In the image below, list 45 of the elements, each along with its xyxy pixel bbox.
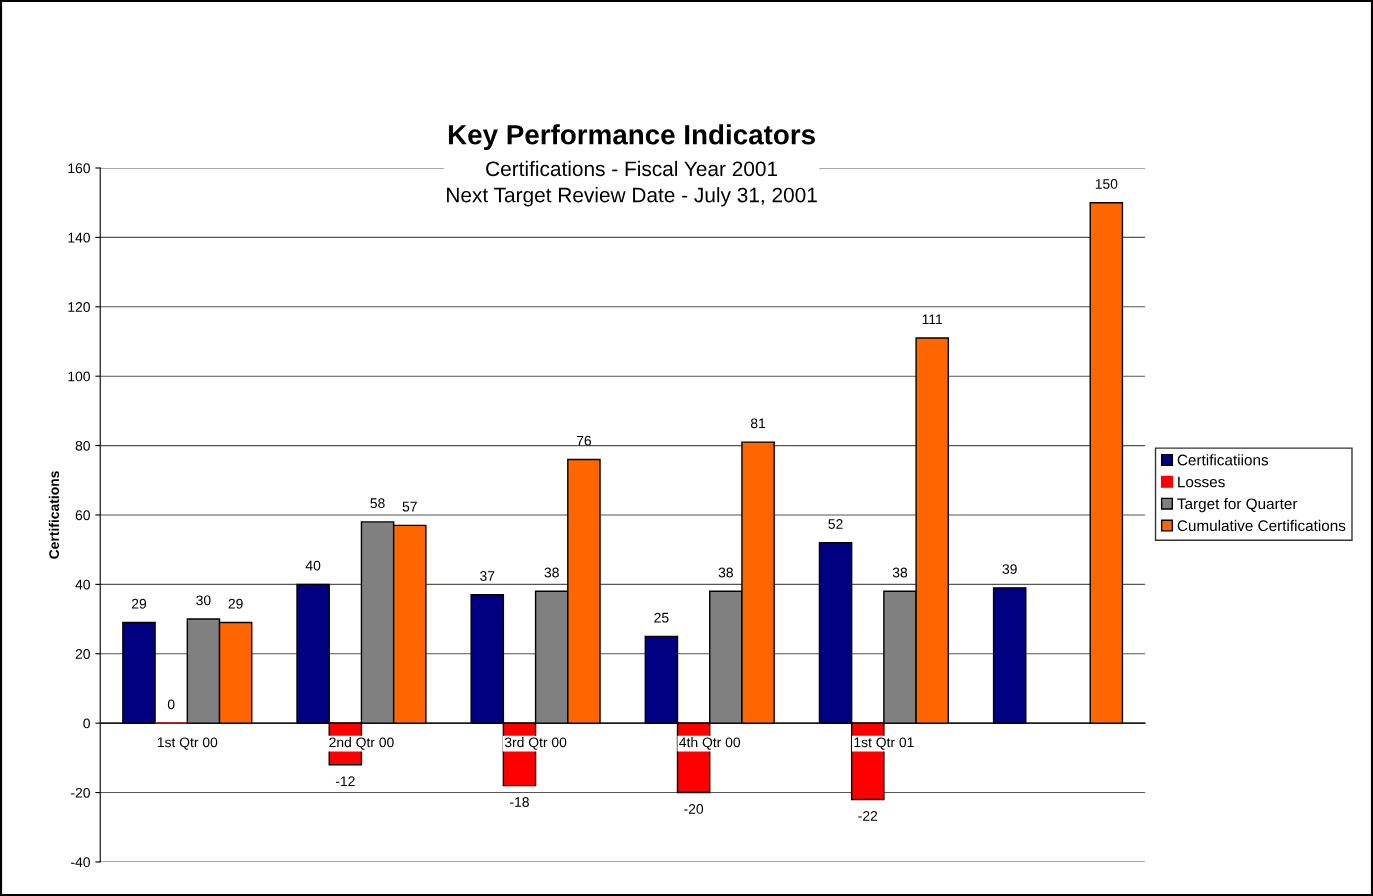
x-tick-label: 1st Qtr 01 — [854, 737, 914, 750]
data-label: 52 — [828, 519, 843, 529]
data-label: 58 — [370, 498, 385, 509]
chart-subtitle: Certifications - Fiscal Year 2001 Next Target Review Date - July 31, 2001 — [447, 160, 817, 207]
y-tick-label: 140 — [68, 232, 90, 243]
data-label: 40 — [305, 560, 321, 571]
data-label: 39 — [1002, 564, 1017, 574]
data-label: 29 — [228, 598, 243, 609]
chart-title: Key Performance Indicators — [448, 124, 815, 151]
data-label: 38 — [718, 567, 733, 578]
y-tick-label: 100 — [68, 371, 90, 382]
data-label: 150 — [1095, 179, 1118, 189]
y-tick-label: 60 — [75, 510, 90, 521]
y-tick-label: 120 — [68, 302, 90, 312]
x-tick-label: 3rd Qtr 00 — [504, 737, 567, 750]
y-tick-label: 40 — [75, 579, 90, 590]
x-tick-label: 2nd Qtr 00 — [329, 737, 394, 750]
x-tick-label: 1st Qtr 00 — [157, 737, 218, 750]
y-tick-label: 160 — [68, 163, 90, 174]
data-label: 29 — [131, 598, 147, 609]
y-tick-label: -20 — [71, 787, 90, 798]
data-label: 30 — [196, 595, 211, 606]
y-tick-label: -40 — [71, 857, 90, 868]
data-label: -18 — [510, 797, 529, 807]
y-tick-label: 20 — [75, 649, 90, 659]
data-label: -20 — [684, 804, 704, 814]
data-label: 37 — [480, 571, 495, 581]
data-label: 57 — [402, 501, 417, 512]
data-label: 38 — [892, 567, 908, 578]
y-tick-label: 0 — [83, 718, 90, 729]
data-label: 81 — [750, 418, 766, 429]
data-label: -12 — [335, 776, 355, 786]
data-label: 0 — [167, 699, 175, 710]
legend-label: Target for Quarter — [1177, 497, 1298, 513]
y-tick-label: 80 — [75, 440, 90, 451]
data-label: 76 — [576, 435, 592, 446]
data-label: -22 — [858, 810, 878, 821]
legend-label: Cumulative Certifications — [1177, 519, 1346, 532]
x-tick-label: 4th Qtr 00 — [679, 737, 741, 750]
y-axis-title: Certifications — [48, 471, 60, 559]
data-label: 38 — [544, 567, 559, 578]
legend-label: Certificatiions — [1177, 454, 1269, 466]
data-label: 25 — [654, 612, 669, 623]
data-label: 111 — [922, 314, 943, 325]
legend-label: Losses — [1178, 476, 1225, 488]
